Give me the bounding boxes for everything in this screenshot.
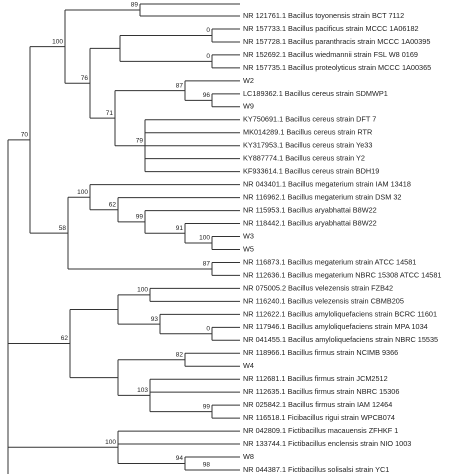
bootstrap-value: 62 (109, 201, 117, 208)
leaf-label: NR 152692.1 Bacillus wiedmannii strain F… (243, 50, 418, 59)
bootstrap-value: 0 (206, 53, 210, 60)
leaf-label: NR 116240.1 Bacillus velezensis strain C… (243, 296, 404, 305)
bootstrap-value: 76 (81, 75, 89, 82)
bootstrap-value: 100 (105, 439, 116, 446)
leaf-label: NR 116962.1 Bacillus megaterium strain D… (243, 193, 401, 202)
leaf-label: NR 116518.1 Ficibacillus rigui strain WP… (243, 413, 395, 422)
leaf-label: NR 042809.1 Fictibacillus macauensis ZFH… (243, 426, 398, 435)
bootstrap-value: 93 (151, 316, 159, 323)
leaf-label: KY317953.1 Bacillus cereus strain Ye33 (243, 141, 372, 150)
bootstrap-value: 89 (131, 2, 139, 9)
leaf-label: NR 025842.1 Bacillus firmus strain IAM 1… (243, 400, 392, 409)
bootstrap-value: 100 (199, 235, 210, 242)
leaf-label: W8 (243, 452, 254, 461)
bootstrap-value: 0 (206, 326, 210, 333)
bootstrap-value: 94 (176, 455, 184, 462)
leaf-label: NR 133744.1 Fictibacillus enclensis stra… (243, 439, 411, 448)
bootstrap-value: 99 (136, 214, 144, 221)
leaf-label: NR 112681.1 Bacillus firmus strain JCM25… (243, 374, 388, 383)
leaf-label: W9 (243, 102, 254, 111)
leaf-label: NR 112622.1 Bacillus amyloliquefaciens s… (243, 309, 437, 318)
bootstrap-value: 100 (52, 38, 63, 45)
bootstrap-value: 79 (136, 137, 144, 144)
bootstrap-value: 70 (21, 132, 29, 139)
leaf-label: NR 118442.1 Bacillus aryabhattai B8W22 (243, 218, 377, 227)
leaf-label: NR 112636.1 Bacillus megaterium NBRC 153… (243, 270, 441, 279)
bootstrap-value: 100 (137, 287, 148, 294)
leaf-label: LC189362.1 Bacillus cereus strain SDMWP1 (243, 89, 388, 98)
bootstrap-value: 0 (206, 27, 210, 34)
leaf-label: NR 118966.1 Bacillus firmus strain NCIMB… (243, 348, 398, 357)
leaf-label: KY887774.1 Bacillus cereus strain Y2 (243, 154, 365, 163)
leaf-label: NR 157733.1 Bacillus pacificus strain MC… (243, 24, 419, 33)
leaf-label: W4 (243, 361, 254, 370)
leaf-label: W2 (243, 76, 254, 85)
leaf-label: NR 117946.1 Bacillus amyloliquefaciens s… (243, 322, 428, 331)
bootstrap-value: 96 (203, 92, 211, 99)
bootstrap-value: 82 (176, 351, 184, 358)
leaf-label: NR 112635.1 Bacillus firmus strain NBRC … (243, 387, 399, 396)
bootstrap-value: 87 (176, 82, 184, 89)
bootstrap-value: 103 (137, 387, 148, 394)
bootstrap-value: 87 (203, 261, 211, 268)
leaf-label: KY750691.1 Bacillus cereus strain DFT 7 (243, 115, 376, 124)
bootstrap-value: 91 (176, 225, 184, 232)
bootstrap-value: 58 (59, 225, 67, 232)
bootstrap-value: 100 (77, 189, 88, 196)
leaf-label: NR 044387.1 Fictibacillus solisalsi stra… (243, 465, 389, 474)
leaf-label: NR 157735.1 Bacillus proteolyticus strai… (243, 63, 431, 72)
leaf-label: NR 116873.1 Bacillus megaterium strain A… (243, 257, 416, 266)
leaf-label: NR 157728.1 Bacillus paranthracis strain… (243, 37, 430, 46)
leaf-label: NR 041455.1 Bacillus amyloliquefaciens s… (243, 335, 438, 344)
leaf-label: KF933614.1 Bacillus cereus strain BDH19 (243, 167, 379, 176)
bootstrap-value: 99 (203, 403, 211, 410)
leaf-label: NR 115953.1 Bacillus aryabhattai B8W22 (243, 205, 377, 214)
bootstrap-value: 71 (106, 110, 114, 117)
leaf-label: W5 (243, 244, 254, 253)
leaf-label: NR 043401.1 Bacillus megaterium strain I… (243, 180, 411, 189)
leaf-label: W3 (243, 231, 254, 240)
leaf-label: MK014289.1 Bacillus cereus strain RTR (243, 128, 372, 137)
leaf-label: NR 121761.1 Bacillus toyonensis strain B… (243, 11, 404, 20)
bootstrap-value: 62 (61, 335, 69, 342)
leaf-label: NR 075005.2 Bacillus velezensis strain F… (243, 283, 393, 292)
bootstrap-value: 98 (203, 462, 211, 469)
